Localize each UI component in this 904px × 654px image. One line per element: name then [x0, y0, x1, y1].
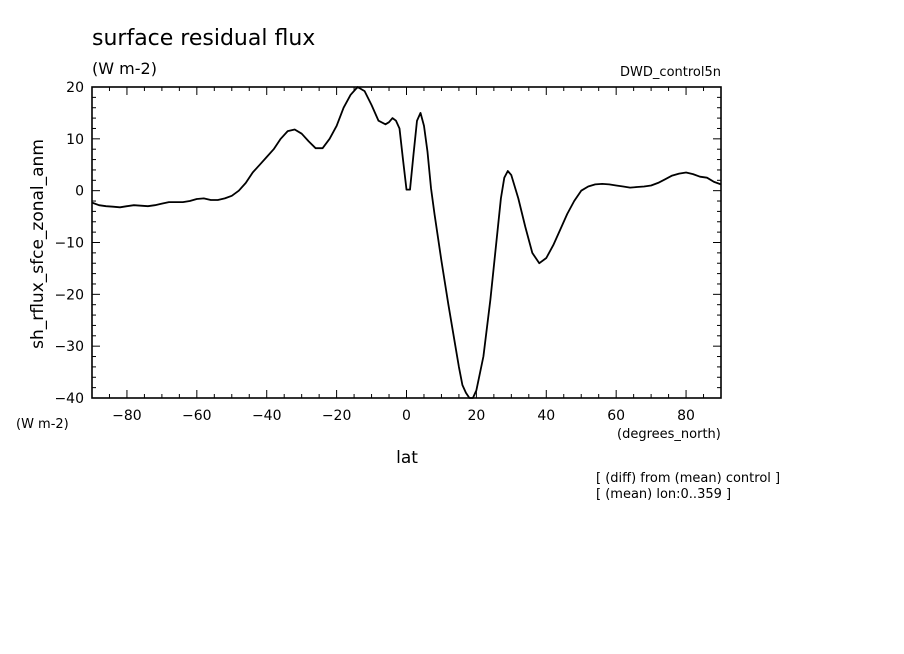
- y-tick-labels: −40 −30 −20 −10 0 10 20: [54, 80, 84, 407]
- y-tick-label: −30: [54, 339, 84, 355]
- dataset-label: DWD_control5n: [620, 65, 721, 80]
- x-tick-labels: −80 −60 −40 −20 0 20 40 60 80: [112, 408, 695, 424]
- tick-marks: [91, 86, 722, 399]
- x-tick-label: 80: [677, 408, 695, 424]
- note-line-1: [ (diff) from (mean) control ]: [596, 471, 780, 486]
- x-tick-label: 40: [537, 408, 555, 424]
- x-tick-label: −40: [252, 408, 282, 424]
- x-axis-units: (degrees_north): [617, 427, 721, 442]
- y-axis-units: (W m-2): [16, 417, 69, 432]
- y-tick-label: 0: [75, 184, 84, 200]
- plot-frame: [91, 86, 722, 399]
- y-tick-label: −20: [54, 287, 84, 303]
- chart-units: (W m-2): [92, 59, 157, 78]
- chart-title: surface residual flux: [92, 26, 315, 51]
- x-tick-label: −20: [322, 408, 352, 424]
- x-tick-label: 60: [607, 408, 625, 424]
- y-tick-label: −10: [54, 236, 84, 252]
- y-tick-label: 10: [66, 132, 84, 148]
- x-tick-label: 20: [467, 408, 485, 424]
- y-tick-label: −40: [54, 391, 84, 407]
- x-tick-label: −80: [112, 408, 142, 424]
- x-tick-label: 0: [402, 408, 411, 424]
- x-tick-label: −60: [182, 408, 212, 424]
- y-tick-label: 20: [66, 80, 84, 96]
- note-line-2: [ (mean) lon:0..359 ]: [596, 487, 731, 502]
- y-axis-label: sh_rflux_sfce_zonal_anm: [28, 139, 48, 349]
- series-line: [91, 86, 722, 399]
- x-axis-label: lat: [396, 448, 418, 468]
